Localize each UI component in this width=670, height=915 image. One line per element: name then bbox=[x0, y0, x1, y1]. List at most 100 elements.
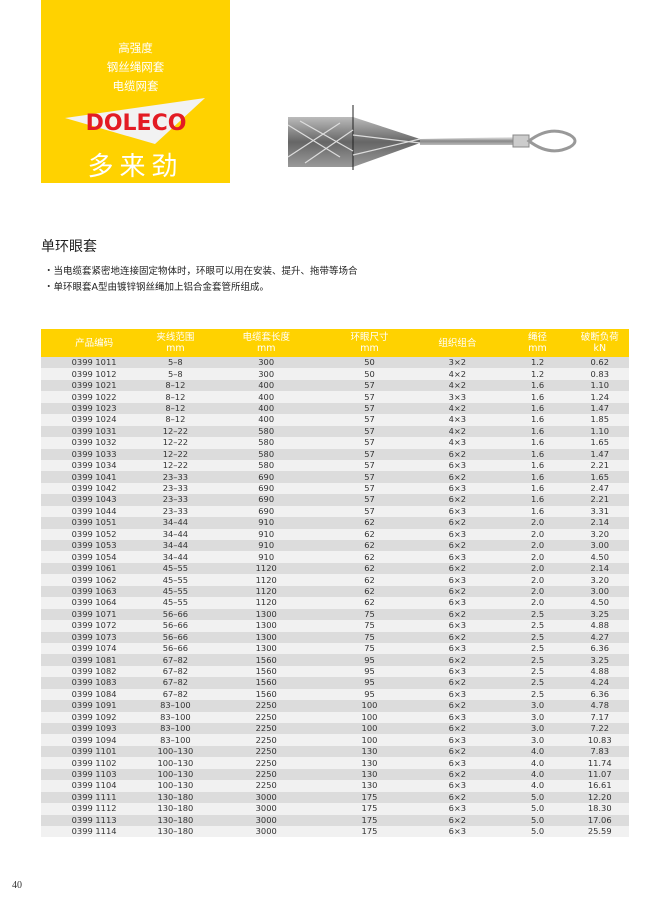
column-header-text: mm bbox=[166, 343, 185, 354]
table-row: 0399 1041 23–33 690 57 6×2 1.6 1.65 bbox=[41, 471, 629, 483]
table-cell: 130 bbox=[328, 745, 411, 758]
column-header-text: mm bbox=[256, 343, 276, 354]
table-cell: 690 bbox=[203, 482, 329, 495]
table-cell: 11.74 bbox=[570, 757, 629, 769]
table-cell: 4×3 bbox=[410, 437, 505, 449]
table-cell: 0399 1041 bbox=[41, 471, 148, 483]
table-cell: 11.07 bbox=[570, 768, 629, 781]
table-row: 0399 1113 130–180 3000 175 6×2 5.0 17.06 bbox=[41, 814, 629, 826]
table-cell: 1560 bbox=[203, 665, 329, 678]
table-cell: 100–130 bbox=[147, 745, 204, 758]
table-cell: 4.50 bbox=[570, 551, 629, 563]
table-row: 0399 1111 130–180 3000 175 6×2 5.0 12.20 bbox=[41, 791, 629, 804]
table-cell: 2.0 bbox=[504, 597, 571, 609]
table-row: 0399 1042 23–33 690 57 6×3 1.6 2.47 bbox=[41, 482, 629, 495]
table-row: 0399 1093 83–100 2250 100 6×2 3.0 7.22 bbox=[41, 723, 629, 735]
table-cell: 57 bbox=[328, 425, 411, 438]
table-cell: 1120 bbox=[203, 562, 329, 575]
table-cell: 12–22 bbox=[147, 459, 204, 472]
table-cell: 1.6 bbox=[504, 391, 571, 403]
table-cell: 100–130 bbox=[147, 780, 204, 792]
table-cell: 83–100 bbox=[147, 700, 204, 712]
table-cell: 910 bbox=[203, 528, 329, 540]
table-row: 0399 1012 5–8 300 50 4×2 1.2 0.83 bbox=[41, 368, 629, 380]
table-cell: 0399 1012 bbox=[41, 368, 148, 380]
table-cell: 4.88 bbox=[570, 620, 629, 632]
table-cell: 1300 bbox=[203, 620, 329, 632]
table-cell: 83–100 bbox=[147, 723, 204, 735]
table-cell: 4.27 bbox=[570, 631, 629, 643]
table-cell: 56–66 bbox=[147, 620, 204, 632]
column-header-text: 破断负荷 bbox=[580, 332, 619, 343]
table-cell: 57 bbox=[328, 448, 411, 460]
table-row: 0399 1071 56–66 1300 75 6×2 2.5 3.25 bbox=[41, 608, 629, 621]
table-cell: 6×2 bbox=[410, 745, 505, 758]
table-cell: 0399 1023 bbox=[41, 402, 148, 415]
table-cell: 1.6 bbox=[504, 505, 571, 518]
table-row: 0399 1073 56–66 1300 75 6×2 2.5 4.27 bbox=[41, 631, 629, 643]
column-header-text: mm bbox=[528, 343, 547, 354]
cable-sock-photo bbox=[287, 105, 577, 170]
table-cell: 5–8 bbox=[147, 357, 204, 369]
table-cell: 2.0 bbox=[504, 574, 571, 586]
column-header: 绳径 mm bbox=[504, 329, 571, 357]
table-cell: 23–33 bbox=[147, 505, 204, 518]
table-cell: 0399 1033 bbox=[41, 448, 148, 460]
table-cell: 130 bbox=[328, 768, 411, 781]
table-cell: 6×3 bbox=[410, 825, 505, 838]
table-cell: 3000 bbox=[203, 814, 329, 826]
section-title: 单环眼套 bbox=[41, 239, 97, 255]
table-cell: 0399 1034 bbox=[41, 459, 148, 472]
table-cell: 690 bbox=[203, 471, 329, 483]
table-cell: 0399 1113 bbox=[41, 814, 148, 826]
table-cell: 4.50 bbox=[570, 597, 629, 609]
table-cell: 67–82 bbox=[147, 665, 204, 678]
table-cell: 95 bbox=[328, 654, 411, 666]
table-cell: 0399 1062 bbox=[41, 574, 148, 586]
table-cell: 100 bbox=[328, 700, 411, 712]
table-cell: 57 bbox=[328, 402, 411, 415]
table-row: 0399 1051 34–44 910 62 6×2 2.0 2.14 bbox=[41, 517, 629, 529]
table-cell: 3.00 bbox=[570, 585, 629, 598]
table-cell: 6×2 bbox=[410, 791, 505, 804]
page-number: 40 bbox=[12, 880, 22, 891]
table-cell: 95 bbox=[328, 665, 411, 678]
table-cell: 95 bbox=[328, 688, 411, 701]
table-cell: 4.0 bbox=[504, 757, 571, 769]
table-row: 0399 1034 12–22 580 57 6×3 1.6 2.21 bbox=[41, 459, 629, 472]
table-cell: 4×2 bbox=[410, 425, 505, 438]
table-cell: 0399 1092 bbox=[41, 711, 148, 723]
table-cell: 1.6 bbox=[504, 494, 571, 506]
table-cell: 3000 bbox=[203, 791, 329, 804]
table-cell: 34–44 bbox=[147, 517, 204, 529]
table-cell: 4.0 bbox=[504, 745, 571, 758]
table-cell: 0399 1083 bbox=[41, 677, 148, 689]
table-cell: 1.6 bbox=[504, 448, 571, 460]
table-cell: 1.6 bbox=[504, 425, 571, 438]
table-cell: 4×2 bbox=[410, 402, 505, 415]
table-cell: 3.0 bbox=[504, 734, 571, 746]
table-cell: 1.65 bbox=[570, 471, 629, 483]
table-cell: 0399 1102 bbox=[41, 757, 148, 769]
table-cell: 57 bbox=[328, 494, 411, 506]
table-cell: 175 bbox=[328, 814, 411, 826]
table-row: 0399 1044 23–33 690 57 6×3 1.6 3.31 bbox=[41, 505, 629, 518]
table-row: 0399 1112 130–180 3000 175 6×3 5.0 18.30 bbox=[41, 803, 629, 815]
bullet-text: ・当电缆套紧密地连接固定物体时，环眼可以用在安装、提升、拖带等场合 bbox=[44, 266, 358, 277]
table-row: 0399 1101 100–130 2250 130 6×2 4.0 7.83 bbox=[41, 745, 629, 758]
table-cell: 580 bbox=[203, 448, 329, 460]
table-row: 0399 1094 83–100 2250 100 6×3 3.0 10.83 bbox=[41, 734, 629, 746]
column-header: 环眼尺寸 mm bbox=[328, 329, 411, 357]
table-cell: 6×2 bbox=[410, 700, 505, 712]
table-cell: 2.5 bbox=[504, 677, 571, 689]
table-cell: 2.21 bbox=[570, 459, 629, 472]
table-cell: 3.0 bbox=[504, 700, 571, 712]
table-cell: 2250 bbox=[203, 757, 329, 769]
table-cell: 45–55 bbox=[147, 585, 204, 598]
table-cell: 300 bbox=[203, 357, 329, 369]
table-cell: 4×3 bbox=[410, 414, 505, 426]
table-cell: 62 bbox=[328, 551, 411, 563]
table-cell: 0399 1103 bbox=[41, 768, 148, 781]
table-cell: 12–22 bbox=[147, 448, 204, 460]
table-cell: 0399 1032 bbox=[41, 437, 148, 449]
